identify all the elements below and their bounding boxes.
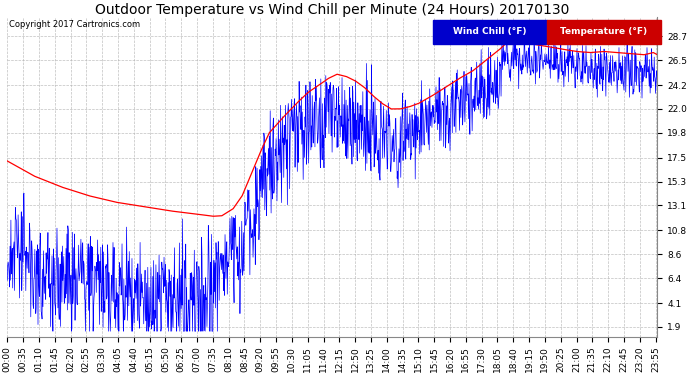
Text: Temperature (°F): Temperature (°F) [560, 27, 647, 36]
Text: Copyright 2017 Cartronics.com: Copyright 2017 Cartronics.com [8, 20, 139, 29]
Title: Outdoor Temperature vs Wind Chill per Minute (24 Hours) 20170130: Outdoor Temperature vs Wind Chill per Mi… [95, 3, 569, 17]
Text: Wind Chill (°F): Wind Chill (°F) [453, 27, 526, 36]
Bar [547, 20, 660, 44]
Bar [433, 20, 547, 44]
